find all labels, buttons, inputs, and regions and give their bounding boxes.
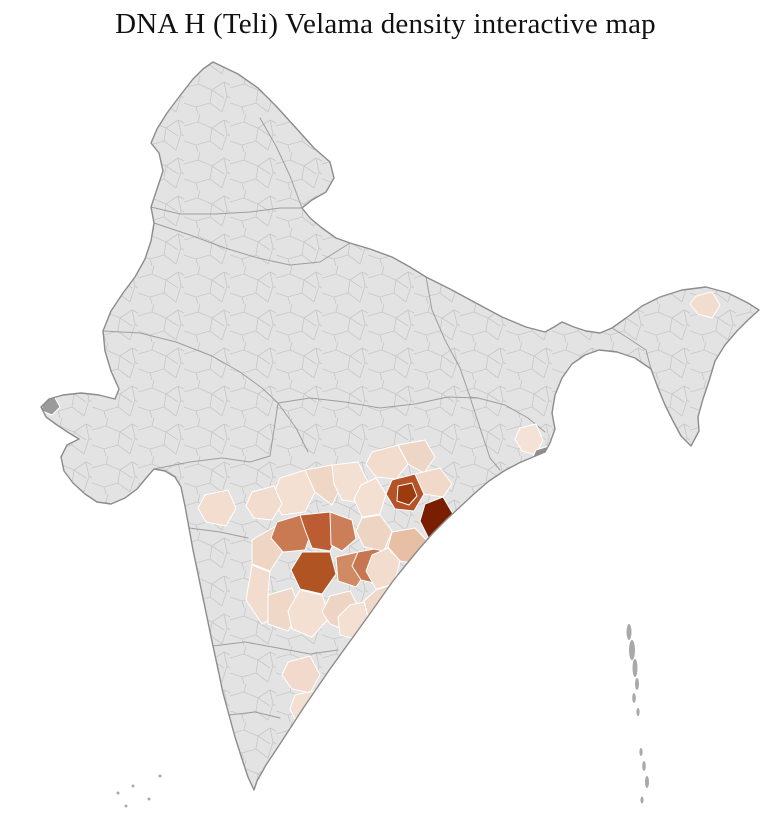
island[interactable]: [642, 761, 646, 771]
district-cell[interactable]: [197, 489, 237, 527]
district-cell[interactable]: [289, 689, 329, 730]
island[interactable]: [645, 776, 649, 788]
island[interactable]: [116, 791, 120, 795]
state-borders: [102, 117, 652, 719]
state-border: [150, 206, 303, 215]
district-cell[interactable]: [329, 511, 357, 552]
state-border: [153, 402, 279, 470]
island[interactable]: [640, 796, 644, 804]
state-border: [425, 276, 479, 399]
state-border: [188, 527, 249, 539]
district-cell[interactable]: [413, 551, 449, 588]
island[interactable]: [131, 784, 135, 788]
state-border: [153, 222, 351, 266]
island[interactable]: [147, 797, 151, 801]
district-cell[interactable]: [287, 589, 331, 638]
state-border: [228, 711, 281, 719]
district-cell[interactable]: [245, 485, 283, 521]
island[interactable]: [632, 693, 636, 703]
island[interactable]: [632, 659, 638, 677]
district-cell[interactable]: [396, 482, 418, 506]
state-border: [611, 327, 652, 370]
district-cell[interactable]: [365, 547, 401, 590]
state-border: [277, 402, 309, 453]
island[interactable]: [629, 640, 635, 660]
district-cell[interactable]: [353, 477, 387, 518]
state-border: [102, 330, 279, 404]
island[interactable]: [636, 708, 640, 716]
island[interactable]: [626, 624, 632, 640]
state-border: [277, 396, 546, 433]
district-cell[interactable]: [397, 439, 436, 474]
island[interactable]: [124, 804, 128, 808]
district-cell[interactable]: [414, 467, 453, 498]
island[interactable]: [639, 748, 643, 756]
district-cell[interactable]: [290, 551, 337, 595]
state-border: [259, 117, 303, 209]
district-cell[interactable]: [299, 725, 327, 756]
island[interactable]: [158, 774, 162, 778]
map-title: DNA H (Teli) Velama density interactive …: [115, 8, 656, 40]
district-cell[interactable]: [689, 291, 721, 319]
andaman-nicobar-islands[interactable]: [116, 624, 650, 808]
district-boundaries: [41, 62, 759, 790]
state-border: [212, 641, 339, 655]
district-cell[interactable]: [531, 445, 557, 472]
state-border: [469, 396, 501, 471]
island[interactable]: [635, 678, 639, 690]
india-outline: [40, 61, 760, 791]
